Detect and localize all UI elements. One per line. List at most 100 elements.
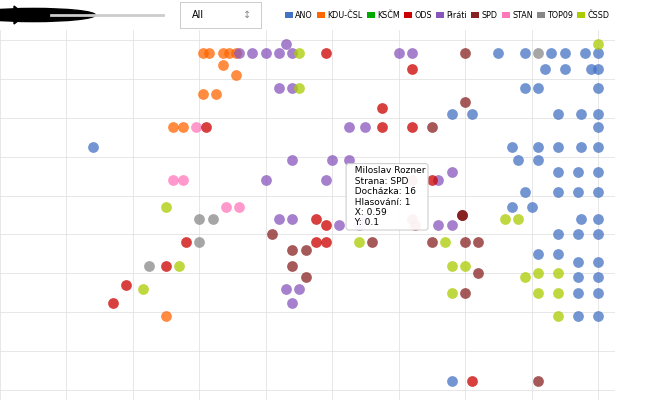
Point [234,50,244,56]
Point [559,50,570,56]
Point [426,239,437,246]
Point [440,239,450,246]
Point [410,222,421,228]
Point [446,290,457,296]
Point [267,231,278,238]
Point [274,50,285,56]
Point [506,204,517,210]
Point [301,247,311,253]
Point [287,50,298,56]
Point [234,204,244,210]
Point [460,99,470,105]
Point [200,124,211,130]
Point [572,258,583,265]
Point [426,177,437,183]
Point [433,222,444,228]
Point [572,169,583,175]
Point [217,50,228,56]
Point [138,286,148,292]
Point [552,231,563,238]
Point [593,290,603,296]
Point [593,169,603,175]
Point [178,124,188,130]
Point [533,85,544,92]
Point [327,157,337,164]
Point [533,157,544,164]
Point [552,290,563,296]
Point [367,239,377,246]
Point [144,262,155,269]
Point [320,239,331,246]
Point [433,177,444,183]
Point [446,262,457,269]
Point [579,50,590,56]
Point [552,251,563,257]
Point [168,124,178,130]
Point [287,216,298,222]
Point [446,110,457,117]
Point [552,270,563,277]
Point [446,169,457,175]
Point [586,66,597,72]
Point [500,216,510,222]
Point [533,377,544,384]
Point [247,50,258,56]
Text: ↕: ↕ [242,10,251,20]
Point [506,144,517,150]
Point [593,216,603,222]
Point [281,40,291,47]
Point [230,72,241,78]
Point [520,50,530,56]
Point [161,313,172,320]
Point [310,216,321,222]
Point [466,377,477,384]
Point [552,169,563,175]
Point [343,157,354,164]
Point [207,216,218,222]
Point [493,50,504,56]
Point [460,290,470,296]
Point [210,91,221,98]
Point [178,177,188,183]
Point [197,91,208,98]
Point [121,282,132,288]
Legend: ANO, KDU-ČSL, KSČM, ODS, Piráti, SPD, STAN, TOP09, ČSSD: ANO, KDU-ČSL, KSČM, ODS, Piráti, SPD, ST… [285,10,610,20]
Point [460,262,470,269]
Point [294,286,305,292]
Point [593,50,603,56]
Point [343,124,354,130]
Point [190,124,201,130]
Point [287,157,298,164]
Point [168,177,178,183]
Point [230,50,241,56]
Point [593,124,603,130]
Point [576,216,587,222]
Point [377,105,387,111]
Point [333,222,344,228]
Point [520,274,530,280]
Point [593,258,603,265]
Point [513,157,524,164]
Point [194,216,204,222]
Point [572,188,583,195]
Point [204,50,214,56]
Point [88,144,98,150]
Point [261,177,271,183]
Point [407,177,418,183]
Point [377,124,387,130]
Circle shape [0,8,96,22]
Point [353,239,364,246]
Point [446,222,457,228]
Point [552,188,563,195]
Point [552,313,563,320]
Point [593,40,603,47]
Point [552,144,563,150]
Point [320,50,331,56]
Point [294,50,305,56]
Point [310,239,321,246]
Point [287,300,298,306]
Point [576,110,587,117]
Point [281,286,291,292]
Point [456,212,467,218]
Point [572,274,583,280]
